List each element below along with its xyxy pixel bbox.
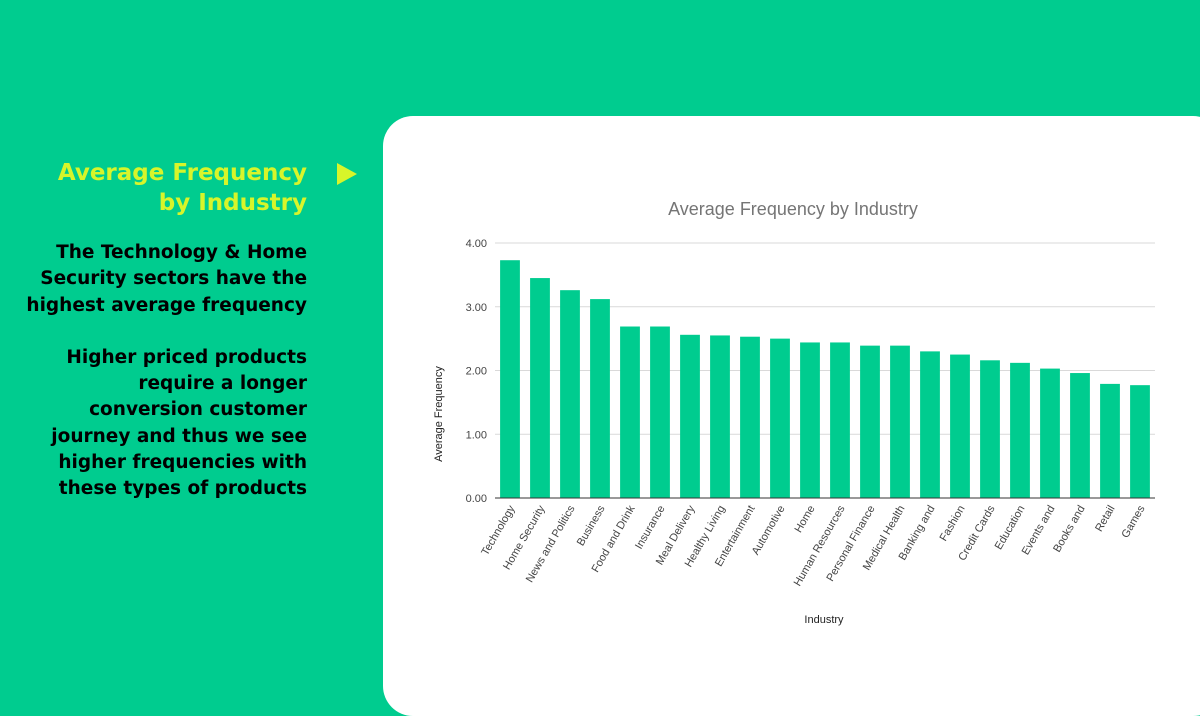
bar [710, 335, 730, 498]
y-tick-label: 2.00 [466, 366, 487, 378]
slide-paragraph-1: The Technology & Home Security sectors h… [26, 242, 307, 316]
left-panel: Average Frequency by Industry The Techno… [20, 158, 307, 503]
bar [770, 338, 790, 498]
y-axis-label: Average Frequency [433, 366, 445, 462]
x-tick-label: Business [575, 503, 608, 548]
x-tick-label: Fashion [938, 504, 968, 544]
bars [500, 260, 1150, 498]
bar [620, 326, 640, 498]
x-tick-label: Insurance [633, 504, 668, 552]
bar [740, 336, 760, 498]
bar [800, 342, 820, 498]
x-tick-label: Books and [1051, 504, 1087, 555]
bar-chart: Average Frequency by Industry 0.00 1.00 2.… [433, 199, 1155, 626]
bar [980, 360, 1000, 498]
x-tick-label: Games [1119, 503, 1147, 540]
slide-paragraph-2: Higher priced products require a longer … [51, 346, 307, 500]
y-tick-label: 4.00 [466, 238, 487, 250]
slide-title: Average Frequency by Industry [57, 160, 307, 216]
bar [860, 345, 880, 498]
chart-title: Average Frequency by Industry [668, 199, 918, 219]
bar [1040, 368, 1060, 498]
y-tick-label: 1.00 [466, 429, 487, 441]
bar [920, 351, 940, 498]
bar [500, 260, 520, 498]
bar [890, 345, 910, 498]
bar [1070, 373, 1090, 498]
bar [1010, 362, 1030, 498]
bar [560, 290, 580, 498]
x-axis-label: Industry [804, 614, 844, 626]
y-tick-label: 0.00 [466, 493, 487, 505]
y-axis-ticks: 0.00 1.00 2.00 3.00 4.00 [466, 238, 487, 505]
x-tick-label: Retail [1093, 504, 1117, 534]
bar [530, 278, 550, 498]
bar [590, 299, 610, 498]
bar [1100, 383, 1120, 498]
triangle-pointer-icon [337, 163, 357, 185]
bar [680, 334, 700, 498]
y-tick-label: 3.00 [466, 302, 487, 314]
bar [1130, 385, 1150, 498]
bar [830, 342, 850, 498]
x-tick-label: Home [793, 504, 818, 535]
bar [650, 326, 670, 498]
bar [950, 354, 970, 498]
